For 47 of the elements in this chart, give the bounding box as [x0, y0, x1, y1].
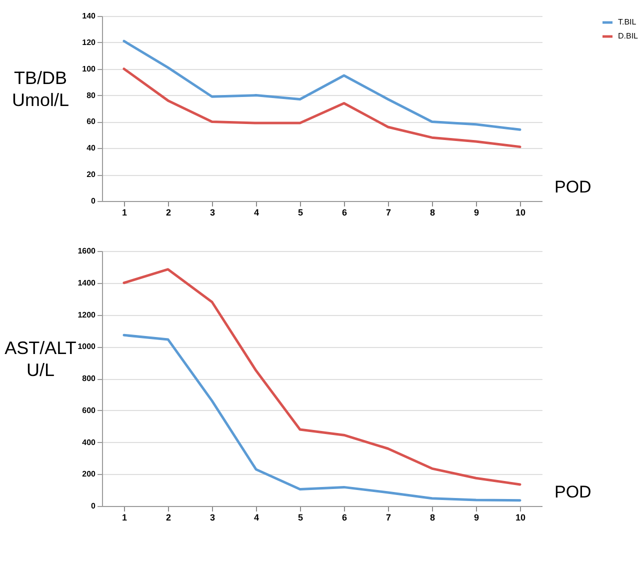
- y-tick-label: 1400: [78, 278, 96, 288]
- legend-label: T.BIL: [618, 18, 637, 26]
- y-tick-label: 1000: [78, 342, 96, 352]
- line-series: [122, 40, 522, 131]
- line-series: [122, 334, 522, 502]
- y-tick-label: 20: [86, 170, 96, 180]
- x-tick-label: 6: [342, 512, 348, 522]
- legend-label: D.BIL: [618, 32, 639, 40]
- x-tick-label: 5: [298, 512, 304, 522]
- x-tick-label: 4: [254, 512, 260, 522]
- y-axis-title: AST/ALT U/L: [4, 338, 76, 380]
- y-tick-label: 1600: [78, 246, 96, 256]
- x-tick-label: 9: [474, 512, 480, 522]
- x-tick-label: 3: [210, 208, 216, 218]
- y-tick-label: 600: [82, 406, 96, 415]
- x-tick-label: 2: [166, 208, 172, 218]
- y-tick-label: 0: [91, 196, 96, 206]
- x-tick-label: 4: [254, 208, 260, 218]
- x-tick-label: 1: [122, 512, 128, 522]
- x-tick-label: 2: [166, 512, 172, 522]
- y-tick-label: 200: [82, 470, 96, 479]
- y-tick-label: 100: [82, 64, 96, 74]
- x-tick-label: 6: [342, 208, 348, 218]
- x-tick-label: 1: [122, 208, 128, 218]
- x-axis-title: POD: [554, 178, 592, 196]
- y-tick-label: 0: [91, 502, 96, 510]
- y-tick-label: 800: [82, 374, 96, 383]
- y-axis-title: TB/DB Umol/L: [12, 68, 70, 110]
- x-tick-label: 10: [515, 512, 526, 522]
- y-tick-label: 120: [82, 38, 96, 47]
- y-tick-label: 80: [86, 90, 96, 100]
- x-tick-label: 7: [386, 208, 392, 218]
- y-tick-label: 1200: [78, 310, 96, 320]
- x-tick-label: 8: [430, 208, 436, 218]
- y-tick-label: 60: [86, 117, 96, 126]
- x-tick-label: 5: [298, 208, 304, 218]
- x-tick-label: 9: [474, 208, 480, 218]
- x-tick-label: 7: [386, 512, 392, 522]
- y-tick-label: 400: [82, 438, 96, 447]
- x-axis-title: POD: [554, 482, 592, 502]
- line-series: [122, 268, 522, 486]
- y-tick-label: 140: [82, 12, 96, 20]
- line-series: [122, 68, 522, 148]
- y-tick-label: 40: [86, 144, 96, 153]
- x-tick-label: 8: [430, 512, 436, 522]
- x-tick-label: 3: [210, 512, 216, 522]
- x-tick-label: 10: [515, 208, 526, 218]
